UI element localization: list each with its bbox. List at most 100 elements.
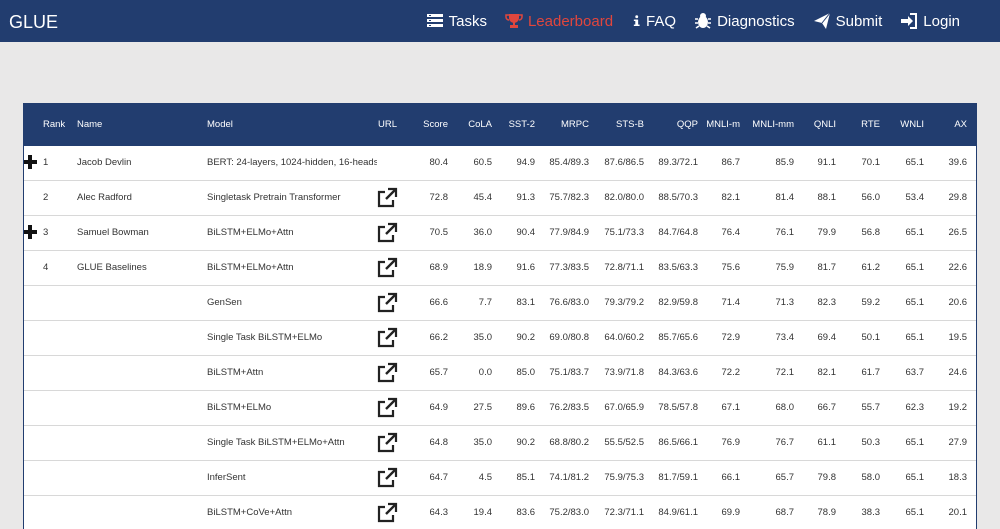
qnli-cell: 81.7 — [817, 262, 837, 273]
nav-faq[interactable]: FAQ — [631, 12, 676, 30]
mnli-m-cell: 76.9 — [721, 437, 741, 448]
external-link-icon[interactable] — [376, 292, 398, 314]
col-score-header[interactable]: Score — [423, 119, 448, 130]
mrpc-cell: 69.0/80.8 — [549, 332, 589, 343]
external-link-icon[interactable] — [376, 257, 398, 279]
qnli-cell: 82.1 — [817, 367, 837, 378]
model-cell: BiLSTM+CoVe+Attn — [207, 507, 293, 518]
mrpc-cell: 75.1/83.7 — [549, 367, 589, 378]
external-link-icon[interactable] — [376, 327, 398, 349]
mnli-m-cell: 69.9 — [721, 507, 741, 518]
wnli-cell: 65.1 — [905, 297, 925, 308]
qnli-cell: 78.9 — [817, 507, 837, 518]
stsb-cell: 75.1/73.3 — [604, 227, 644, 238]
table-row: Single Task BiLSTM+ELMo 66.2 35.0 90.2 69.0/… — [24, 321, 976, 356]
col-mnli-m-header[interactable]: MNLI-m — [706, 119, 740, 130]
external-link-icon[interactable] — [376, 187, 398, 209]
ax-cell: 24.6 — [948, 367, 968, 378]
external-link-icon[interactable] — [376, 502, 398, 524]
col-sst2-header[interactable]: SST-2 — [508, 119, 535, 130]
col-name-header[interactable]: Name — [77, 119, 103, 130]
mnli-mm-cell: 81.4 — [775, 192, 795, 203]
score-cell: 80.4 — [429, 157, 449, 168]
mnli-m-cell: 86.7 — [721, 157, 741, 168]
external-link-icon[interactable] — [376, 362, 398, 384]
nav-login[interactable]: Login — [900, 12, 960, 30]
col-mnli-mm-header[interactable]: MNLI-mm — [752, 119, 794, 130]
wnli-cell: 53.4 — [905, 192, 925, 203]
external-link-icon[interactable] — [376, 467, 398, 489]
qnli-cell: 88.1 — [817, 192, 837, 203]
score-cell: 65.7 — [429, 367, 449, 378]
qqp-cell: 78.5/57.8 — [658, 402, 698, 413]
mrpc-cell: 68.8/80.2 — [549, 437, 589, 448]
rte-cell: 61.2 — [861, 262, 881, 273]
nav-leaderboard[interactable]: Leaderboard — [505, 12, 613, 30]
sign-in-icon — [901, 13, 918, 29]
external-link-icon[interactable] — [376, 222, 398, 244]
nav-label: Login — [923, 12, 960, 30]
stsb-cell: 72.3/71.1 — [604, 507, 644, 518]
score-cell: 64.9 — [429, 402, 449, 413]
rte-cell: 38.3 — [861, 507, 881, 518]
ax-cell: 20.1 — [948, 507, 968, 518]
model-cell: BERT: 24-layers, 1024-hidden, 16-heads — [207, 157, 377, 168]
col-mrpc-header[interactable]: MRPC — [561, 119, 589, 130]
stsb-cell: 75.9/75.3 — [604, 472, 644, 483]
expand-plus-icon[interactable] — [24, 153, 39, 171]
brand-title[interactable]: GLUE — [9, 12, 59, 32]
sst2-cell: 90.2 — [516, 332, 536, 343]
wnli-cell: 62.3 — [905, 402, 925, 413]
col-wnli-header[interactable]: WNLI — [900, 119, 924, 130]
col-url-header[interactable]: URL — [378, 119, 398, 130]
qnli-cell: 79.9 — [817, 227, 837, 238]
col-rte-header[interactable]: RTE — [861, 119, 880, 130]
col-qnli-header[interactable]: QNLI — [813, 119, 836, 130]
sst2-cell: 83.6 — [516, 507, 536, 518]
model-cell: Single Task BiLSTM+ELMo+Attn — [207, 437, 345, 448]
sst2-cell: 85.0 — [516, 367, 536, 378]
qnli-cell: 61.1 — [817, 437, 837, 448]
external-link-icon[interactable] — [376, 432, 398, 454]
qqp-cell: 88.5/70.3 — [658, 192, 698, 203]
rte-cell: 56.0 — [861, 192, 881, 203]
info-icon — [633, 15, 640, 26]
mnli-m-cell: 67.1 — [721, 402, 741, 413]
mnli-m-cell: 71.4 — [721, 297, 741, 308]
model-cell: InferSent — [207, 472, 246, 483]
trophy-icon — [505, 14, 523, 28]
ax-cell: 19.5 — [948, 332, 968, 343]
leaderboard-header: Rank Name Model URL Score CoLA SST-2 MRPC STS-B Q… — [24, 104, 976, 146]
ax-cell: 22.6 — [948, 262, 968, 273]
col-cola-header[interactable]: CoLA — [468, 119, 492, 130]
wnli-cell: 63.7 — [905, 367, 925, 378]
expand-plus-icon[interactable] — [24, 223, 39, 241]
table-row: GenSen 66.6 7.7 83.1 76.6/83.0 79.3/79.2 82.9/… — [24, 286, 976, 321]
table-row: 1 Jacob Devlin BERT: 24-layers, 1024-hidde… — [24, 146, 976, 181]
qqp-cell: 89.3/72.1 — [658, 157, 698, 168]
ax-cell: 26.5 — [948, 227, 968, 238]
mrpc-cell: 76.6/83.0 — [549, 297, 589, 308]
col-qqp-header[interactable]: QQP — [676, 119, 698, 130]
col-model-header[interactable]: Model — [207, 119, 233, 130]
col-stsb-header[interactable]: STS-B — [616, 119, 644, 130]
nav-tasks[interactable]: Tasks — [426, 12, 487, 30]
nav-submit[interactable]: Submit — [813, 12, 882, 30]
cola-cell: 4.5 — [478, 472, 492, 483]
name-cell: Jacob Devlin — [77, 157, 132, 168]
rte-cell: 58.0 — [861, 472, 881, 483]
wnli-cell: 65.1 — [905, 157, 925, 168]
col-rank-header[interactable]: Rank — [43, 119, 66, 130]
rank-cell: 1 — [43, 157, 49, 168]
rte-cell: 56.8 — [861, 227, 881, 238]
qqp-cell: 82.9/59.8 — [658, 297, 698, 308]
mrpc-cell: 74.1/81.2 — [549, 472, 589, 483]
sst2-cell: 94.9 — [516, 157, 536, 168]
external-link-icon[interactable] — [376, 397, 398, 419]
col-ax-header[interactable]: AX — [954, 119, 967, 130]
cola-cell: 7.7 — [478, 297, 492, 308]
wnli-cell: 65.1 — [905, 262, 925, 273]
score-cell: 72.8 — [429, 192, 449, 203]
table-row: 4 GLUE Baselines BiLSTM+ELMo+Attn 68.9 18.9 9… — [24, 251, 976, 286]
nav-diagnostics[interactable]: Diagnostics — [694, 12, 795, 30]
